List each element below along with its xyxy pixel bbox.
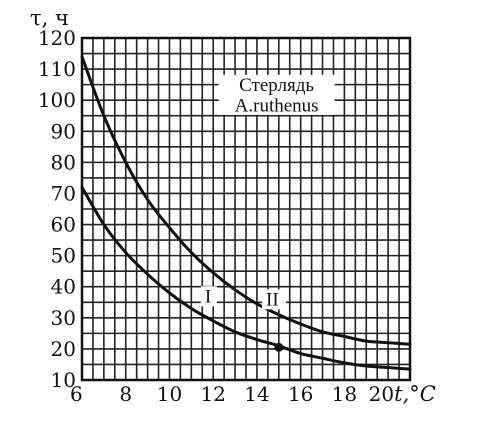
y-tick-label: 50 [51,244,76,268]
x-tick-label: 8 [119,382,132,406]
y-tick-label: 90 [51,119,76,143]
x-tick-label: 10 [157,382,182,406]
y-tick-label: 10 [51,368,76,392]
x-tick-label: 6 [70,382,83,406]
x-tick-label: 12 [200,382,225,406]
annotation-line-2: A.ruthenus [235,96,319,117]
y-tick-label: 80 [51,150,76,174]
y-tick-label: 20 [51,337,76,361]
x-tick-label: 18 [332,382,357,406]
series-label-bg [200,286,217,307]
curves: III [80,55,412,371]
series-label-bg [262,289,287,310]
y-tick-label: 60 [51,213,76,237]
x-tick-label: 16 [288,382,313,406]
y-tick-label: 30 [51,306,76,330]
x-axis-label: t,°C [394,382,436,406]
y-tick-label: 120 [38,26,76,50]
annotation-background [218,74,335,115]
series-label-II: II [266,289,279,310]
data-marker [274,342,284,352]
y-tick-label: 40 [51,275,76,299]
y-tick-label: 70 [51,181,76,205]
grid [82,38,410,380]
annotation-line-1: Стерлядь [239,75,314,96]
series-line-II [80,55,412,346]
x-tick-label: 14 [244,382,269,406]
y-tick-label: 100 [38,88,76,112]
x-tick-label: 20 [369,382,394,406]
y-tick-label: 110 [38,57,76,81]
y-axis-label: τ, ч [30,6,69,30]
tick-labels: 10 20 30 40 50 60 70 80 90 100 110 120 6 8 10 12 14 16 18 2… [38,26,394,406]
plot-frame [80,36,412,382]
series-line-I [80,185,412,371]
species-annotation: Стерлядь A.ruthenus [218,74,335,117]
series-label-I: I [205,286,211,307]
